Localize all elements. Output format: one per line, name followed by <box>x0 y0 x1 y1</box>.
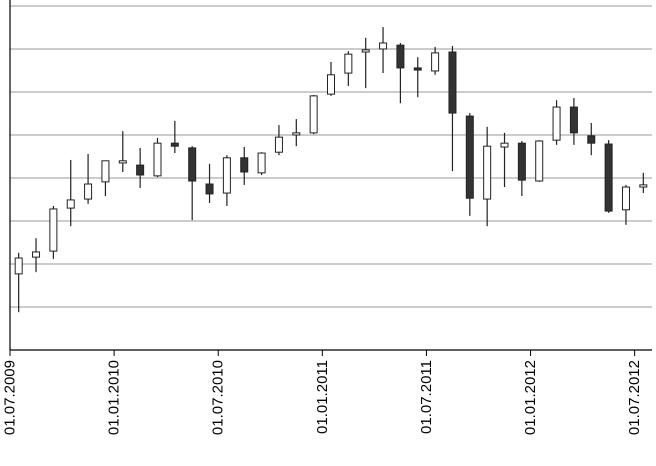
candle-body <box>569 106 578 134</box>
candle-body <box>257 152 266 174</box>
candle-body <box>500 142 509 148</box>
x-tick-label: 01.01.2012 <box>522 360 539 435</box>
candle-body <box>465 115 474 199</box>
candle-body <box>309 95 318 134</box>
candle-body <box>344 53 353 74</box>
candle-body <box>552 106 561 141</box>
candle-body <box>240 157 249 173</box>
candle-body <box>274 136 283 153</box>
candle-body <box>136 164 145 176</box>
candle-body <box>66 199 75 209</box>
candle-body <box>517 142 526 181</box>
candle-body <box>413 67 422 71</box>
candle-body <box>84 183 93 200</box>
candle-body <box>101 160 110 183</box>
candle-body <box>222 157 231 194</box>
candle-body <box>292 132 301 136</box>
candle-body <box>483 145 492 200</box>
x-tick-label: 01.07.2009 <box>2 360 19 435</box>
candle-body <box>639 184 648 188</box>
candle-body <box>396 44 405 69</box>
candle-body <box>205 183 214 195</box>
candle-body <box>49 208 58 252</box>
candle-body <box>431 52 440 72</box>
candle-body <box>448 51 457 114</box>
candle-body <box>14 257 23 275</box>
candle-body <box>379 42 388 50</box>
x-tick-label: 01.07.2012 <box>626 360 643 435</box>
x-tick-label: 01.01.2010 <box>106 360 123 435</box>
x-tick-label: 01.07.2011 <box>418 360 435 434</box>
candle-body <box>32 251 41 258</box>
candle-body <box>587 135 596 144</box>
candle-body <box>535 140 544 182</box>
candle-body <box>621 186 630 211</box>
candle-body <box>604 143 613 212</box>
candle-body <box>361 49 370 53</box>
candle-body <box>327 74 335 95</box>
x-tick-label: 01.07.2010 <box>210 360 227 435</box>
x-tick-label: 01.01.2011 <box>314 360 331 434</box>
candle-body <box>118 160 127 164</box>
candle-body <box>188 147 197 182</box>
candle-body <box>153 142 162 177</box>
candle-body <box>170 142 179 147</box>
